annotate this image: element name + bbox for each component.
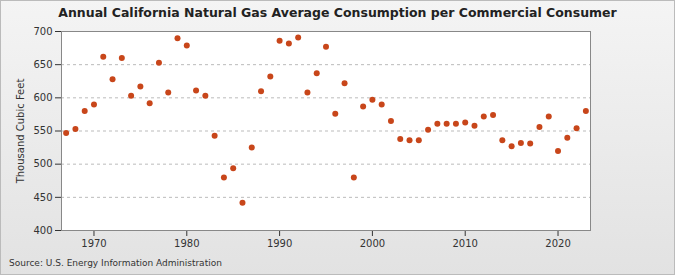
svg-text:500: 500 xyxy=(33,158,52,169)
svg-text:2000: 2000 xyxy=(360,238,385,249)
svg-text:1990: 1990 xyxy=(267,238,292,249)
svg-text:550: 550 xyxy=(33,125,52,136)
svg-text:400: 400 xyxy=(33,225,52,236)
svg-text:2020: 2020 xyxy=(545,238,570,249)
svg-text:450: 450 xyxy=(33,192,52,203)
svg-text:2010: 2010 xyxy=(452,238,477,249)
html-text:Source: U.S. Energy Informatio: Source: U.S. Energy Information Administ… xyxy=(9,258,222,268)
svg-text:700: 700 xyxy=(33,26,52,37)
svg-text:1970: 1970 xyxy=(81,238,106,249)
svg-text:Thousand Cubic Feet: Thousand Cubic Feet xyxy=(15,79,26,185)
svg-text:600: 600 xyxy=(33,92,52,103)
svg-text:650: 650 xyxy=(33,59,52,70)
svg-text:1980: 1980 xyxy=(174,238,199,249)
html-text:Annual California Natural Gas: Annual California Natural Gas Average Co… xyxy=(58,5,617,20)
